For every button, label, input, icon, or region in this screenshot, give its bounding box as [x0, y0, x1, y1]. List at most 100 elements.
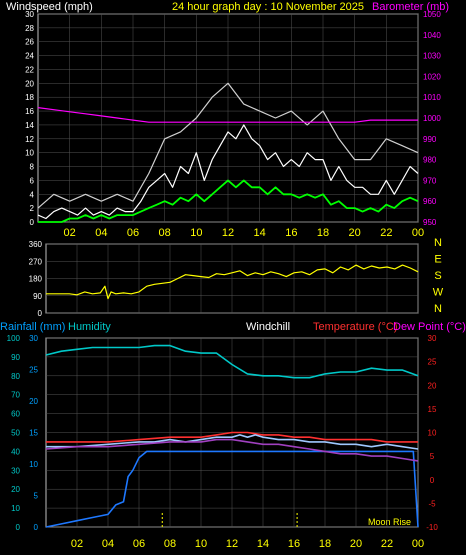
windspeed-tick-label: 18: [25, 93, 34, 102]
compass-label: W: [433, 287, 444, 299]
windspeed-tick-label: 10: [25, 149, 34, 158]
windspeed-tick-label: 2: [30, 204, 35, 213]
compass-label: N: [434, 237, 442, 249]
series-line-wind-direction: [46, 264, 419, 300]
windspeed-x-tick-label: 14: [254, 227, 266, 239]
humidity-x-tick-label: 10: [195, 538, 207, 550]
humidity-tick-label: 10: [11, 504, 20, 513]
windspeed-x-tick-label: 04: [95, 227, 107, 239]
windspeed-tick-label: 28: [25, 24, 34, 33]
windspeed-tick-label: 4: [30, 190, 35, 199]
series-line-humidity: [45, 344, 419, 379]
barometer-tick-label: 1020: [423, 72, 441, 81]
humidity-axis-title: Humidity: [68, 321, 111, 333]
humidity-x-tick-label: 04: [102, 538, 114, 550]
humidity-x-tick-label: 16: [288, 538, 300, 550]
windspeed-axis-title: Windspeed (mph): [6, 1, 93, 13]
series-line-windspeed-mph: [37, 124, 419, 220]
barometer-tick-label: 950: [423, 218, 437, 227]
windspeed-x-tick-label: 00: [412, 227, 424, 239]
humidity-tick-label: 70: [11, 391, 20, 400]
barometer-tick-label: 1030: [423, 52, 441, 61]
temperature-tick-label: 15: [428, 405, 437, 414]
windspeed-tick-label: 8: [30, 163, 35, 172]
windspeed-tick-label: 20: [25, 79, 34, 88]
windspeed-tick-label: 0: [30, 218, 35, 227]
windspeed-x-tick-label: 06: [127, 227, 139, 239]
rainfall-tick-label: 20: [29, 397, 38, 406]
windspeed-tick-label: 22: [25, 65, 34, 74]
windspeed-x-tick-label: 12: [222, 227, 234, 239]
rainfall-tick-label: 10: [29, 460, 38, 469]
barometer-tick-label: 960: [423, 197, 437, 206]
temperature-tick-label: 5: [430, 452, 435, 461]
windspeed-tick-label: 14: [25, 121, 34, 130]
humidity-x-tick-label: 02: [71, 538, 83, 550]
series-line-wind-gust-mph: [37, 82, 419, 209]
humidity-x-tick-label: 18: [319, 538, 331, 550]
humidity-x-tick-label: 00: [412, 538, 424, 550]
direction-tick-label: 180: [29, 275, 43, 284]
series-line-rainfall-mm: [45, 450, 419, 528]
windspeed-tick-label: 6: [30, 176, 35, 185]
rainfall-tick-label: 15: [29, 429, 38, 438]
temperature-tick-label: 30: [428, 334, 437, 343]
barometer-tick-label: 1010: [423, 93, 441, 102]
humidity-x-tick-label: 12: [226, 538, 238, 550]
windspeed-x-tick-label: 08: [159, 227, 171, 239]
humidity-tick-label: 80: [11, 372, 20, 381]
chart-title: 24 hour graph day : 10 November 2025: [172, 1, 364, 13]
windspeed-x-tick-label: 20: [349, 227, 361, 239]
compass-label: N: [434, 303, 442, 315]
temperature-tick-label: 20: [428, 381, 437, 390]
windspeed-x-tick-label: 02: [64, 227, 76, 239]
compass-label: S: [434, 270, 441, 282]
temperature-axis-title: Temperature (°C): [313, 321, 397, 333]
barometer-tick-label: 1040: [423, 31, 441, 40]
humidity-tick-label: 50: [11, 429, 20, 438]
humidity-tick-label: 30: [11, 466, 20, 475]
windspeed-x-tick-label: 16: [285, 227, 297, 239]
windspeed-tick-label: 26: [25, 38, 34, 47]
temperature-tick-label: 10: [428, 429, 437, 438]
rainfall-tick-label: 25: [29, 366, 38, 375]
windspeed-tick-label: 12: [25, 135, 34, 144]
temperature-tick-label: -10: [426, 523, 438, 532]
windspeed-tick-label: 24: [25, 52, 34, 61]
humidity-x-tick-label: 22: [381, 538, 393, 550]
barometer-tick-label: 1050: [423, 10, 441, 19]
rainfall-tick-label: 5: [34, 492, 39, 501]
barometer-tick-label: 990: [423, 135, 437, 144]
windspeed-tick-label: 30: [25, 10, 34, 19]
direction-tick-label: 90: [33, 292, 42, 301]
direction-tick-label: 0: [38, 309, 43, 318]
humidity-x-tick-label: 06: [133, 538, 145, 550]
direction-tick-label: 360: [29, 240, 43, 249]
humidity-tick-label: 100: [7, 334, 21, 343]
humidity-x-tick-label: 08: [164, 538, 176, 550]
temperature-tick-label: -5: [428, 499, 436, 508]
temperature-tick-label: 0: [430, 476, 435, 485]
humidity-x-tick-label: 20: [350, 538, 362, 550]
series-line-temperature-c: [46, 431, 418, 443]
windspeed-x-tick-label: 22: [380, 227, 392, 239]
windspeed-x-tick-label: 18: [317, 227, 329, 239]
windspeed-x-tick-label: 10: [190, 227, 202, 239]
barometer-tick-label: 980: [423, 156, 437, 165]
humidity-tick-label: 0: [16, 523, 21, 532]
temperature-tick-label: 25: [428, 358, 437, 367]
windchill-label: Windchill: [246, 321, 290, 333]
rainfall-tick-label: 30: [29, 334, 38, 343]
series-line-windchill: [46, 434, 419, 450]
series-line-dew-point-c: [45, 438, 419, 462]
humidity-x-tick-label: 14: [257, 538, 269, 550]
moon-rise-annotation: Moon Rise: [368, 517, 411, 527]
series-line-average-wind-mph: [38, 179, 419, 223]
series-line-barometer-mb: [37, 107, 418, 123]
rainfall-axis-title: Rainfall (mm): [0, 321, 65, 333]
windspeed-tick-label: 16: [25, 107, 34, 116]
compass-label: E: [434, 254, 441, 266]
barometer-tick-label: 970: [423, 176, 437, 185]
humidity-tick-label: 20: [11, 485, 20, 494]
